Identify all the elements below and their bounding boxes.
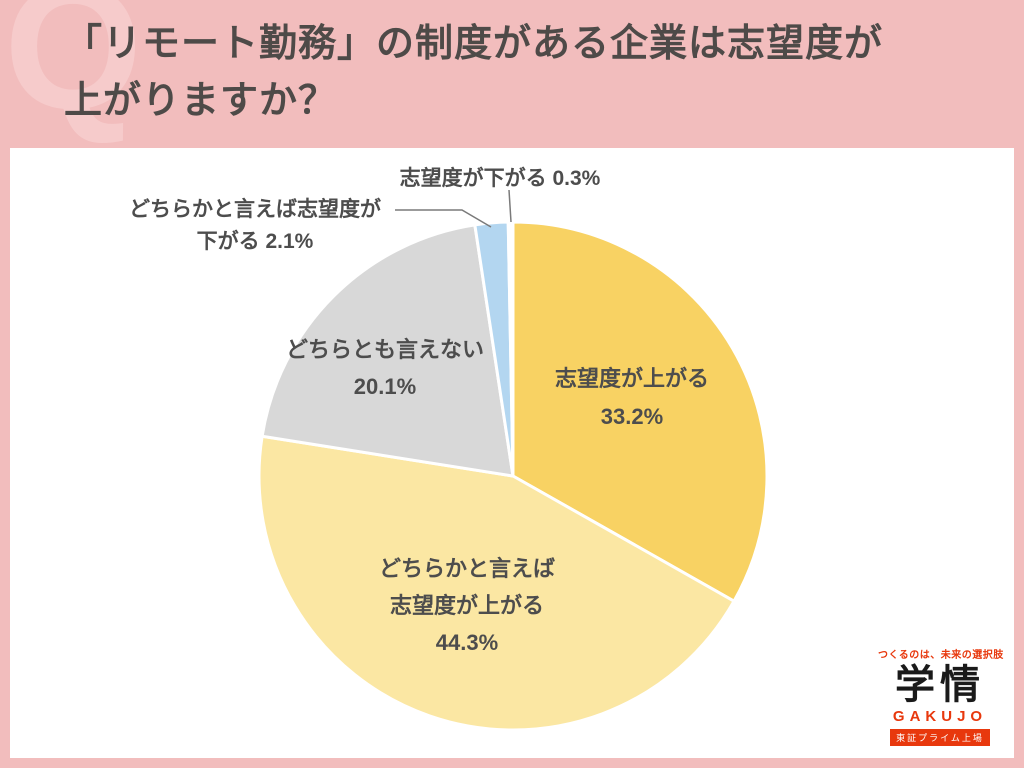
page-title: 「リモート勤務」の制度がある企業は志望度が 上がりますか？ xyxy=(64,16,1004,130)
label-somewhat-down: どちらかと言えば志望度が 下がる 2.1% xyxy=(105,194,405,258)
gakujo-logo: つくるのは、未来の選択肢 学情 GAKUJO 東証プライム上場 xyxy=(878,646,1004,746)
logo-tagline: つくるのは、未来の選択肢 xyxy=(878,650,1004,661)
leader-lines-group xyxy=(395,189,512,228)
q-watermark: Q xyxy=(4,0,143,146)
label-somewhat-up-line1: どちらかと言えば xyxy=(378,556,555,581)
leader-line-somewhat-down xyxy=(395,209,492,228)
label-somewhat-up-value: 44.3% xyxy=(435,630,499,655)
pie-slice xyxy=(260,223,515,478)
pie-slice xyxy=(511,220,769,603)
label-up-value: 33.2% xyxy=(600,404,664,429)
page-title-line1: 「リモート勤務」の制度がある企業は志望度が xyxy=(64,23,884,65)
label-neutral-line1: どちらとも言えない xyxy=(285,337,484,362)
label-neutral-value: 20.1% xyxy=(353,374,417,399)
label-down: 志望度が下がる 0.3% xyxy=(399,167,601,190)
pie-chart-svg xyxy=(257,189,769,732)
pie-slice xyxy=(257,434,736,732)
label-up: 志望度が上がる 33.2% xyxy=(522,360,742,436)
label-somewhat-down-line1: どちらかと言えば志望度が xyxy=(129,198,381,221)
logo-listing-badge: 東証プライム上場 xyxy=(890,729,990,746)
label-somewhat-up: どちらかと言えば 志望度が上がる 44.3% xyxy=(357,550,577,661)
logo-name-en: GAKUJO xyxy=(892,708,988,725)
page-title-line2: 上がりますか？ xyxy=(64,80,338,122)
label-neutral: どちらとも言えない 20.1% xyxy=(265,331,505,405)
pie-slices-group xyxy=(257,220,769,732)
label-up-line1: 志望度が上がる xyxy=(554,366,709,391)
logo-name-jp: 学情 xyxy=(895,663,985,707)
label-somewhat-up-line2: 志望度が上がる xyxy=(389,593,544,618)
chart-card: 志望度が下がる 0.3% どちらかと言えば志望度が 下がる 2.1% どちらとも… xyxy=(10,148,1014,758)
label-somewhat-down-line2: 下がる 2.1% xyxy=(196,230,314,253)
leader-line-down xyxy=(508,189,512,223)
